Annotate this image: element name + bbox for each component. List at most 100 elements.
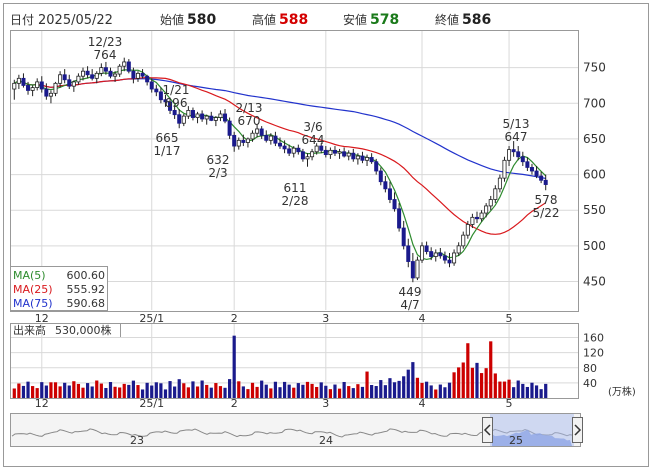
volume-tick-label: 40 <box>583 377 597 390</box>
candle-body <box>140 72 145 77</box>
navigator-right-handle[interactable] <box>572 417 583 443</box>
candle-body <box>282 145 287 150</box>
volume-bar <box>228 379 232 398</box>
volume-bar <box>282 381 287 398</box>
volume-bar <box>269 388 273 398</box>
close-value: 586 <box>462 12 491 28</box>
candle-body <box>190 110 195 118</box>
volume-bar <box>498 381 502 398</box>
legend-label: MA(75) <box>13 297 53 310</box>
month-tick-label: 3 <box>322 397 329 410</box>
left-handle-box[interactable] <box>482 417 493 443</box>
volume-bar <box>205 384 209 398</box>
annotation-value: 611 <box>284 181 307 195</box>
ma-legend <box>10 266 108 311</box>
volume-y-axis: 160 120 80 40 <box>583 332 604 390</box>
candle-body <box>117 65 122 75</box>
price-tick-label: 700 <box>583 96 606 110</box>
candle-body <box>62 74 67 81</box>
candle-body <box>387 188 392 200</box>
annotation-value: 632 <box>207 153 230 167</box>
volume-bar <box>470 367 475 398</box>
month-tick-label: 2 <box>231 397 238 410</box>
volume-bar <box>131 380 136 398</box>
volume-bar <box>424 381 429 398</box>
month-tick-label: 4 <box>419 397 426 410</box>
volume-bar <box>223 387 227 398</box>
volume-bar <box>507 379 511 398</box>
candle-body <box>209 115 214 121</box>
annotation-date: 5/13 <box>503 117 530 131</box>
volume-bar <box>200 380 204 398</box>
candle-body <box>227 120 232 136</box>
candle-body <box>195 113 200 118</box>
volume-bar <box>118 387 122 398</box>
candle-body <box>30 87 35 91</box>
volume-bar <box>466 343 470 398</box>
volume-bar <box>530 382 534 398</box>
volume-bar <box>104 387 108 398</box>
legend-value: 600.60 <box>67 269 106 282</box>
candle-body <box>158 91 163 101</box>
volume-bar <box>337 388 342 398</box>
volume-bar <box>356 384 360 398</box>
candle-body <box>90 74 95 79</box>
volume-bar <box>443 387 447 398</box>
candle-body <box>342 151 347 157</box>
month-tick-label: 5 <box>506 397 513 410</box>
volume-bar <box>525 386 529 398</box>
candle-body <box>273 135 278 144</box>
volume-bar <box>438 384 442 398</box>
candle-body <box>223 113 228 122</box>
volume-tick-label: 120 <box>583 347 604 360</box>
candle-body <box>245 138 250 143</box>
volume-bar <box>122 383 126 398</box>
candle-body <box>94 72 99 79</box>
legend-value: 590.68 <box>67 297 106 310</box>
range-navigator[interactable]: 23 24 25 <box>10 413 583 448</box>
open-label: 始値 <box>160 12 184 27</box>
right-handle-box[interactable] <box>572 417 583 443</box>
date-value: 2025/05/22 <box>38 13 113 28</box>
navigator-left-handle[interactable] <box>482 417 493 443</box>
candle-body <box>502 159 507 179</box>
month-tick-label: 3 <box>322 312 329 325</box>
volume-bar <box>76 383 81 398</box>
candle-body <box>287 148 292 154</box>
candle-body <box>103 67 108 72</box>
candle-body <box>48 92 53 97</box>
volume-bar <box>347 386 351 398</box>
chevron-left-icon[interactable] <box>483 424 491 436</box>
volume-bar <box>191 381 195 398</box>
candle-body <box>497 177 502 190</box>
volume-bar <box>81 387 85 398</box>
volume-bar <box>67 385 71 398</box>
date-label: 日付 <box>10 13 34 27</box>
annotation-value: 696 <box>165 96 188 110</box>
volume-bar <box>434 389 438 398</box>
volume-bar <box>516 380 520 398</box>
volume-bar <box>360 386 365 398</box>
volume-bar <box>40 382 44 398</box>
legend-label: MA(25) <box>13 283 53 296</box>
candle-body <box>415 259 420 279</box>
candle-body <box>218 113 223 118</box>
volume-bar <box>186 387 190 398</box>
month-tick-label: 25/1 <box>139 397 164 410</box>
high-label: 高値 <box>252 12 276 27</box>
annotation-value: 647 <box>505 130 528 144</box>
header: 日付 2025/05/22 始値 580 高値 588 安値 578 終値 58… <box>10 12 491 28</box>
volume-bar <box>411 362 415 398</box>
candle-body <box>447 259 452 264</box>
volume-bar <box>447 382 452 398</box>
candle-body <box>71 81 76 87</box>
volume-bar <box>544 383 548 398</box>
navigator-year-24: 24 <box>319 434 333 447</box>
candle-body <box>204 115 209 120</box>
month-tick-label: 5 <box>506 312 513 325</box>
candle-body <box>470 216 475 225</box>
volume-bar <box>140 389 145 398</box>
chevron-right-icon[interactable] <box>574 424 582 436</box>
volume-bar <box>154 382 158 398</box>
volume-bars <box>12 335 548 398</box>
